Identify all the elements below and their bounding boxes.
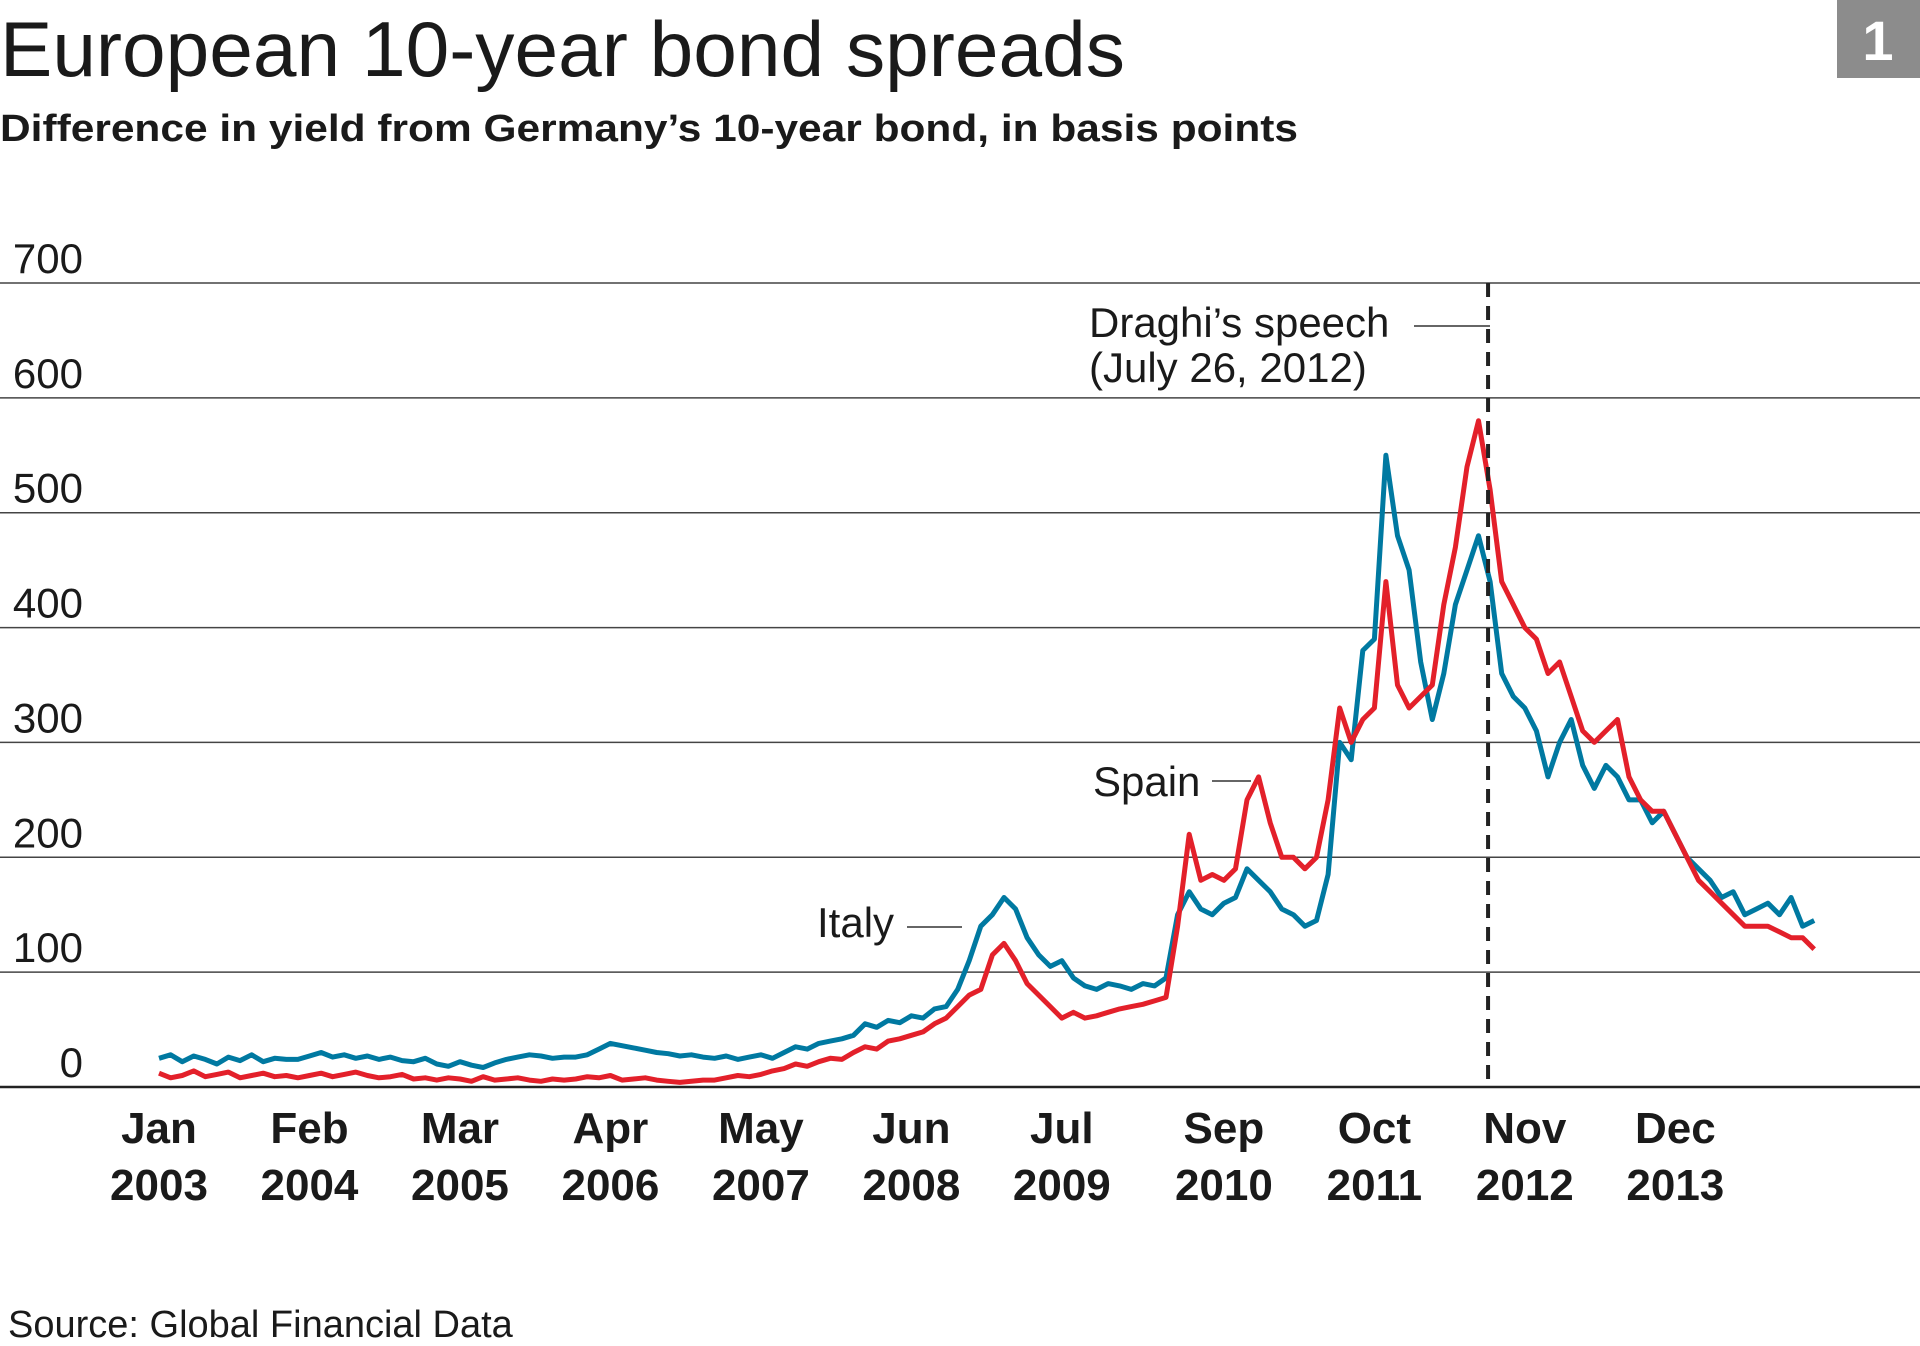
y-tick-label: 200 [13,809,83,856]
x-tick-month: Feb [270,1104,348,1153]
x-tick-month: Jun [872,1104,950,1153]
x-tick-month: Jan [121,1104,197,1153]
badge-number: 1 [1862,9,1893,72]
x-tick-year: 2007 [712,1161,810,1210]
chart-subtitle: Difference in yield from Germany’s 10-ye… [0,108,1298,150]
x-tick-year: 2004 [261,1161,359,1210]
series-lines [158,418,1816,1085]
y-tick-label: 300 [13,694,83,741]
y-tick-label: 600 [13,350,83,397]
source-note: Source: Global Financial Data [8,1304,514,1346]
spain-annotation: Spain [1093,758,1251,805]
y-tick-label: 500 [13,465,83,512]
x-tick-year: 2008 [862,1161,960,1210]
x-tick-year: 2013 [1626,1161,1724,1210]
x-tick-year: 2010 [1175,1161,1273,1210]
x-tick-year: 2005 [411,1161,509,1210]
x-tick-month: Nov [1483,1104,1567,1153]
draghi-annotation: Draghi’s speech (July 26, 2012) [1089,283,1491,1087]
y-tick-label: 100 [13,924,83,971]
series-line-italy [158,452,1816,1070]
y-tick-label: 0 [60,1039,83,1086]
y-tick-label: 700 [13,235,83,282]
italy-label: Italy [817,899,894,946]
x-axis-ticks: Jan 2003 Feb 2004 Mar 2005 Apr 2006 May 2007 Jun 20… [110,1104,1724,1210]
x-tick-year: 2012 [1476,1161,1574,1210]
series-line-spain [158,418,1816,1085]
x-tick-month: Dec [1635,1104,1716,1153]
x-tick-month: Jul [1030,1104,1094,1153]
italy-annotation: Italy [817,899,962,946]
x-tick-month: May [718,1104,804,1153]
x-tick-year: 2011 [1327,1161,1422,1210]
x-tick-year: 2003 [110,1161,208,1210]
x-tick-month: Sep [1184,1104,1265,1153]
badge-background [1837,0,1920,78]
x-tick-year: 2009 [1013,1161,1111,1210]
x-tick-month: Oct [1338,1104,1412,1153]
y-tick-label: 400 [13,580,83,627]
draghi-label-line2: (July 26, 2012) [1089,344,1367,391]
chart-badge: 1 [1837,0,1920,78]
gridlines [0,282,1920,1089]
x-tick-month: Apr [573,1104,649,1153]
spain-label: Spain [1093,758,1200,805]
chart-title: European 10-year bond spreads [0,5,1125,93]
y-axis-ticks: 0 100 200 300 400 500 600 700 [13,235,83,1086]
x-tick-year: 2006 [561,1161,659,1210]
draghi-label-line1: Draghi’s speech [1089,299,1389,346]
x-tick-month: Mar [421,1104,499,1153]
